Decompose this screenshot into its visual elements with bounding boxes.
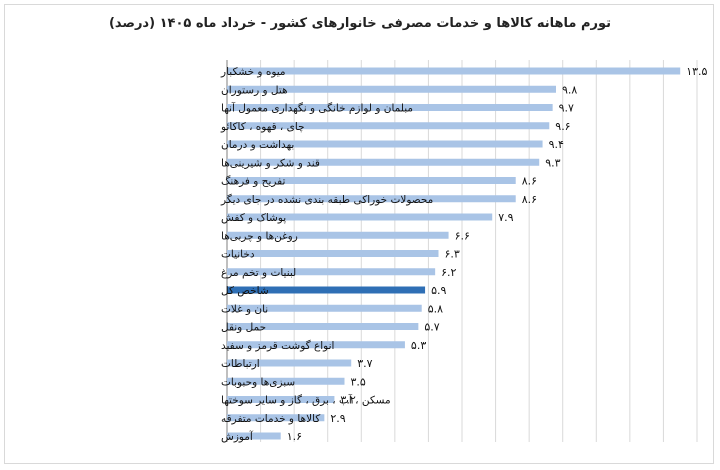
category-label: حمل ونقل [221, 322, 266, 334]
bar [227, 250, 439, 257]
category-label: هتل و رستوران [221, 84, 288, 96]
bar [227, 414, 325, 422]
data-label: ۹.۷ [559, 102, 574, 115]
data-label: ۳.۵ [351, 375, 366, 388]
data-label: ۶.۶ [455, 229, 470, 242]
category-label: تفریح و فرهنگ [221, 175, 285, 188]
bar [227, 304, 422, 312]
bar [227, 432, 281, 440]
bar [227, 177, 516, 184]
bar [227, 323, 419, 330]
chart-title: تورم ماهانه کالاها و خدمات مصرفی خانواره… [108, 16, 612, 31]
data-label: ۶.۳ [445, 248, 460, 261]
bar [227, 67, 681, 75]
category-label: نان و غلات [221, 303, 268, 315]
data-label: ۵.۸ [428, 302, 443, 315]
category-label: محصولات خوراکی طبقه بندی نشده در جای دیگ… [220, 193, 433, 206]
category-label: لبنیات و تخم مرغ [221, 267, 296, 279]
data-label: ۵.۹ [431, 284, 446, 297]
category-label: انواع گوشت قرمز و سفید [221, 339, 334, 352]
category-label: ارتباطات [221, 358, 260, 370]
bar [227, 85, 556, 93]
data-label: ۱۳.۵ [686, 65, 707, 78]
category-label: بهداشت و درمان [221, 139, 294, 151]
bar [227, 268, 436, 276]
data-label: ۹.۸ [562, 83, 577, 96]
category-label: مسکن ، آب ، برق ، گاز و سایر سوختها [221, 394, 391, 407]
data-label: ۹.۶ [555, 120, 570, 133]
bar [227, 231, 449, 239]
category-label: میوه و خشکبار [220, 66, 286, 78]
category-label: دخانیات [221, 249, 255, 261]
data-label: ۹.۳ [545, 156, 560, 169]
data-label: ۳.۲ [340, 394, 355, 407]
bar [227, 341, 405, 349]
data-label: ۲.۹ [330, 412, 345, 425]
bar [227, 377, 345, 385]
bar [227, 140, 543, 148]
data-label: ۷.۹ [498, 211, 513, 224]
category-label: چای ، قهوه ، کاکائو [220, 121, 305, 133]
data-label: ۸.۶ [522, 193, 537, 206]
category-label: شاخص کل [221, 285, 269, 297]
data-label: ۳.۷ [357, 357, 372, 370]
data-label: ۵.۳ [411, 339, 426, 352]
category-label: کالاها و خدمات متفرقه [221, 413, 320, 425]
category-label: پوشاک و کفش [221, 212, 286, 224]
bar [227, 122, 550, 130]
category-label: آموزش [221, 430, 254, 443]
data-label: ۵.۷ [424, 321, 439, 334]
data-label: ۸.۶ [522, 175, 537, 188]
bar [227, 213, 493, 221]
category-label: روغن‌ها و چربی‌ها [221, 230, 298, 242]
bar [227, 195, 516, 203]
bar [227, 104, 553, 111]
bar [227, 396, 335, 403]
data-label: ۱.۶ [287, 430, 302, 443]
bar [227, 359, 352, 367]
category-label: سبزی‌ها وحبوبات [221, 376, 295, 388]
bar [227, 286, 426, 294]
category-label: قند و شکر و شیرینی‌ها [221, 157, 320, 169]
category-label: مبلمان و لوازم خانگی و نگهداری معمول آنه… [221, 102, 413, 115]
data-label: ۶.۲ [441, 266, 456, 279]
data-label: ۹.۴ [549, 138, 564, 151]
bar [227, 158, 540, 166]
